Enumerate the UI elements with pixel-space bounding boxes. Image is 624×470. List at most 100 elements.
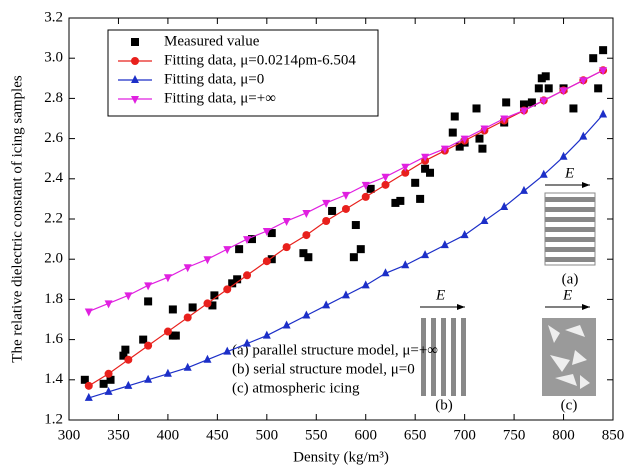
marker [559,151,568,160]
marker [341,191,350,200]
marker [144,282,153,291]
marker [282,243,291,252]
marker [282,218,291,227]
marker [124,292,133,301]
marker [401,163,410,172]
legend-label: Measured value [164,33,260,49]
marker [460,230,469,239]
x-tick-label: 750 [503,427,526,443]
x-tick-label: 550 [305,427,328,443]
legend-marker [131,96,139,104]
field-label: E [435,287,445,303]
marker [267,255,276,264]
marker [243,271,252,280]
y-tick-label: 3.0 [44,50,63,66]
y-tick-label: 2.8 [44,90,63,106]
marker [299,249,308,258]
marker [171,331,180,340]
marker [599,67,608,76]
marker [84,308,93,317]
y-tick-label: 3.2 [44,9,63,25]
marker [124,380,133,389]
x-tick-label: 300 [58,427,81,443]
x-tick-label: 350 [107,427,130,443]
x-tick-label: 600 [354,427,377,443]
marker [478,144,487,153]
marker [500,201,509,210]
y-tick-label: 1.6 [44,331,63,347]
marker [183,362,192,371]
x-tick-label: 650 [404,427,427,443]
inset-label: (a) [562,271,579,287]
annotation: (a) parallel structure model, μ=+∞ [232,342,438,358]
marker [421,164,430,173]
legend-box [107,29,379,117]
marker [519,185,528,194]
inset-label: (b) [435,397,453,413]
marker [569,104,578,113]
marker [302,231,311,240]
marker [247,235,256,244]
marker [500,115,509,124]
marker [599,109,608,118]
marker [381,173,390,182]
marker [450,112,459,121]
legend-marker [131,75,139,83]
marker [163,327,172,336]
x-axis-label: Density (kg/m³) [293,449,389,465]
y-tick-label: 2.2 [44,210,63,226]
marker [589,54,598,63]
marker [527,98,536,107]
marker [502,98,511,107]
marker [440,145,449,154]
marker [401,168,410,177]
annotation: (b) serial structure model, μ=0 [232,361,415,377]
x-tick-label: 400 [157,427,180,443]
marker [341,290,350,299]
marker [534,84,543,93]
legend-marker [131,38,139,46]
marker [539,169,548,178]
marker [519,100,528,109]
marker [401,260,410,269]
marker [541,72,550,81]
marker [302,310,311,319]
marker [351,221,360,230]
marker [361,280,370,289]
marker [183,264,192,273]
marker [519,107,528,116]
marker [262,228,271,237]
marker [139,335,148,344]
marker [235,245,244,254]
marker [223,246,232,255]
y-tick-label: 1.8 [44,291,63,307]
y-axis-label: The relative dielectric constant of icin… [9,75,25,363]
marker [448,128,457,137]
marker [124,355,133,364]
legend-label: Fitting data, μ=0 [164,71,264,87]
marker [99,379,108,388]
marker [440,240,449,249]
marker [328,206,337,215]
marker [208,301,217,310]
marker [411,178,420,187]
marker [80,375,89,384]
marker [163,274,172,283]
marker [203,299,212,308]
marker [361,181,370,190]
series-line [88,69,604,387]
marker [322,199,331,208]
marker [183,313,192,322]
field-label: E [564,165,574,181]
legend-label: Fitting data, μ=0.0214ρm-6.504 [164,52,356,68]
marker [119,351,128,360]
marker [243,236,252,245]
inset-c: E (c) [542,287,596,413]
marker [188,303,197,312]
marker [267,229,276,238]
x-tick-label: 450 [206,427,229,443]
marker [243,338,252,347]
marker [472,104,481,113]
marker [341,204,350,213]
